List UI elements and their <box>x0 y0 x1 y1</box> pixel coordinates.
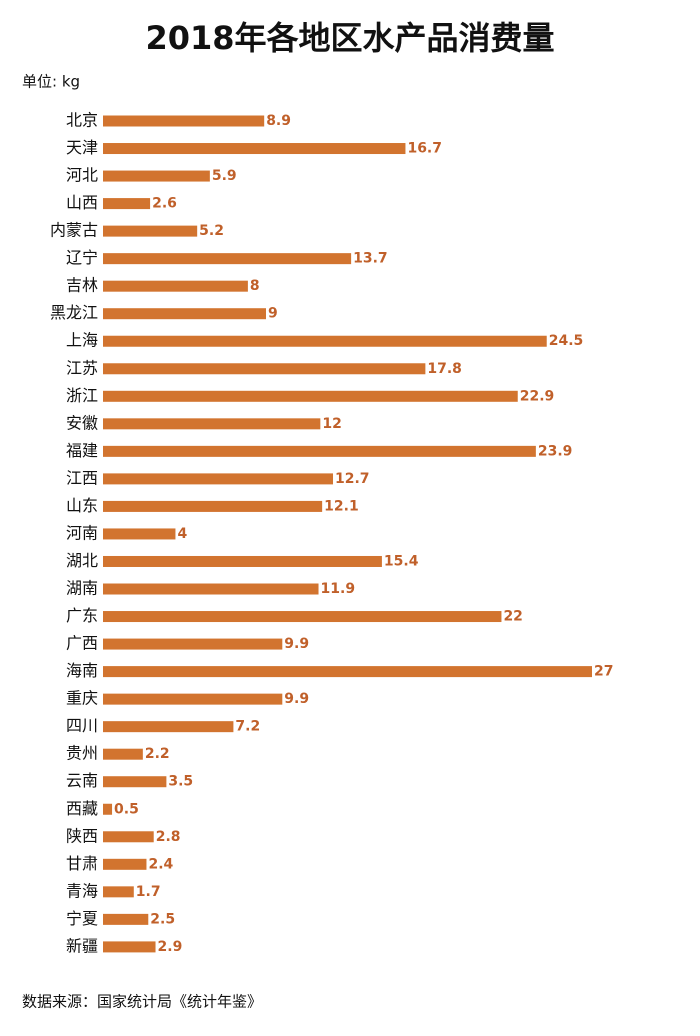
category-label: 福建 <box>66 441 98 460</box>
value-label: 22.9 <box>520 388 555 404</box>
category-label: 贵州 <box>66 744 98 763</box>
value-label: 2.4 <box>148 856 173 872</box>
value-label: 1.7 <box>136 884 161 900</box>
category-label: 宁夏 <box>66 909 98 928</box>
value-label: 9 <box>268 306 278 322</box>
category-label: 湖南 <box>66 579 98 598</box>
category-label: 浙江 <box>66 386 98 405</box>
category-label: 重庆 <box>66 689 98 708</box>
value-label: 4 <box>177 526 187 542</box>
bar <box>103 555 382 567</box>
category-label: 北京 <box>66 111 98 130</box>
bar <box>103 666 592 678</box>
value-label: 16.7 <box>407 141 442 157</box>
category-label: 山西 <box>66 193 98 212</box>
bar <box>103 748 143 760</box>
category-label: 陕西 <box>66 826 98 845</box>
value-label: 8.9 <box>266 113 291 129</box>
value-label: 2.9 <box>158 939 183 955</box>
category-label: 内蒙古 <box>50 221 98 240</box>
category-label: 上海 <box>66 331 98 350</box>
value-label: 13.7 <box>353 251 388 267</box>
bar <box>103 776 167 788</box>
value-label: 2.8 <box>156 829 181 845</box>
category-label: 云南 <box>66 771 98 790</box>
bar <box>103 225 198 237</box>
category-label: 安徽 <box>66 413 98 432</box>
category-label: 四川 <box>66 716 98 735</box>
bar <box>103 115 265 127</box>
bar <box>103 721 234 733</box>
bar <box>103 941 156 953</box>
bar <box>103 280 248 292</box>
value-label: 12.1 <box>324 498 359 514</box>
category-label: 广东 <box>66 606 98 625</box>
value-label: 17.8 <box>427 361 462 377</box>
bar <box>103 858 147 870</box>
category-label: 天津 <box>66 138 98 157</box>
value-label: 3.5 <box>168 774 193 790</box>
value-label: 12.7 <box>335 471 370 487</box>
value-label: 2.2 <box>145 746 170 762</box>
category-label: 湖北 <box>66 551 98 570</box>
value-label: 5.9 <box>212 168 237 184</box>
bar <box>103 528 176 540</box>
value-label: 9.9 <box>284 691 309 707</box>
bar <box>103 198 151 210</box>
category-label: 黑龙江 <box>50 303 98 322</box>
bar <box>103 693 283 705</box>
bar <box>103 253 352 265</box>
category-label: 河南 <box>66 523 98 542</box>
category-label: 广西 <box>66 634 98 653</box>
bar <box>103 611 502 623</box>
category-label: 江苏 <box>66 358 98 377</box>
value-label: 23.9 <box>538 443 573 459</box>
value-label: 5.2 <box>199 223 224 239</box>
bar <box>103 445 536 457</box>
bar <box>103 583 319 595</box>
category-label: 辽宁 <box>66 248 98 267</box>
bar <box>103 308 266 320</box>
bar <box>103 418 321 430</box>
category-label: 江西 <box>66 468 98 487</box>
value-label: 15.4 <box>384 553 419 569</box>
value-label: 11.9 <box>321 581 356 597</box>
category-label: 海南 <box>66 661 98 680</box>
category-label: 山东 <box>66 496 98 515</box>
value-label: 22 <box>503 609 522 625</box>
bar <box>103 363 426 375</box>
category-label: 新疆 <box>66 936 98 955</box>
bar <box>103 913 149 925</box>
bar <box>103 638 283 650</box>
value-label: 12 <box>322 416 341 432</box>
category-label: 河北 <box>66 166 98 185</box>
bar <box>103 886 134 898</box>
bar <box>103 831 154 843</box>
unit-label: 单位: kg <box>22 73 80 91</box>
category-label: 甘肃 <box>66 854 98 873</box>
bar <box>103 143 406 155</box>
category-label: 青海 <box>66 881 98 900</box>
value-label: 7.2 <box>235 719 260 735</box>
category-label: 吉林 <box>66 276 98 295</box>
bar <box>103 390 518 402</box>
source: 数据来源：国家统计局《统计年鉴》 <box>22 993 262 1011</box>
bar <box>103 473 334 485</box>
value-label: 9.9 <box>284 636 309 652</box>
bar <box>103 803 113 815</box>
value-label: 27 <box>594 664 613 680</box>
value-label: 2.6 <box>152 196 177 212</box>
bar <box>103 335 547 347</box>
bar <box>103 500 323 512</box>
value-label: 0.5 <box>114 801 139 817</box>
chart-title: 2018年各地区水产品消费量 <box>145 19 554 57</box>
bar <box>103 170 210 182</box>
value-label: 24.5 <box>549 333 584 349</box>
category-label: 西藏 <box>66 799 98 818</box>
value-label: 2.5 <box>150 911 175 927</box>
value-label: 8 <box>250 278 260 294</box>
